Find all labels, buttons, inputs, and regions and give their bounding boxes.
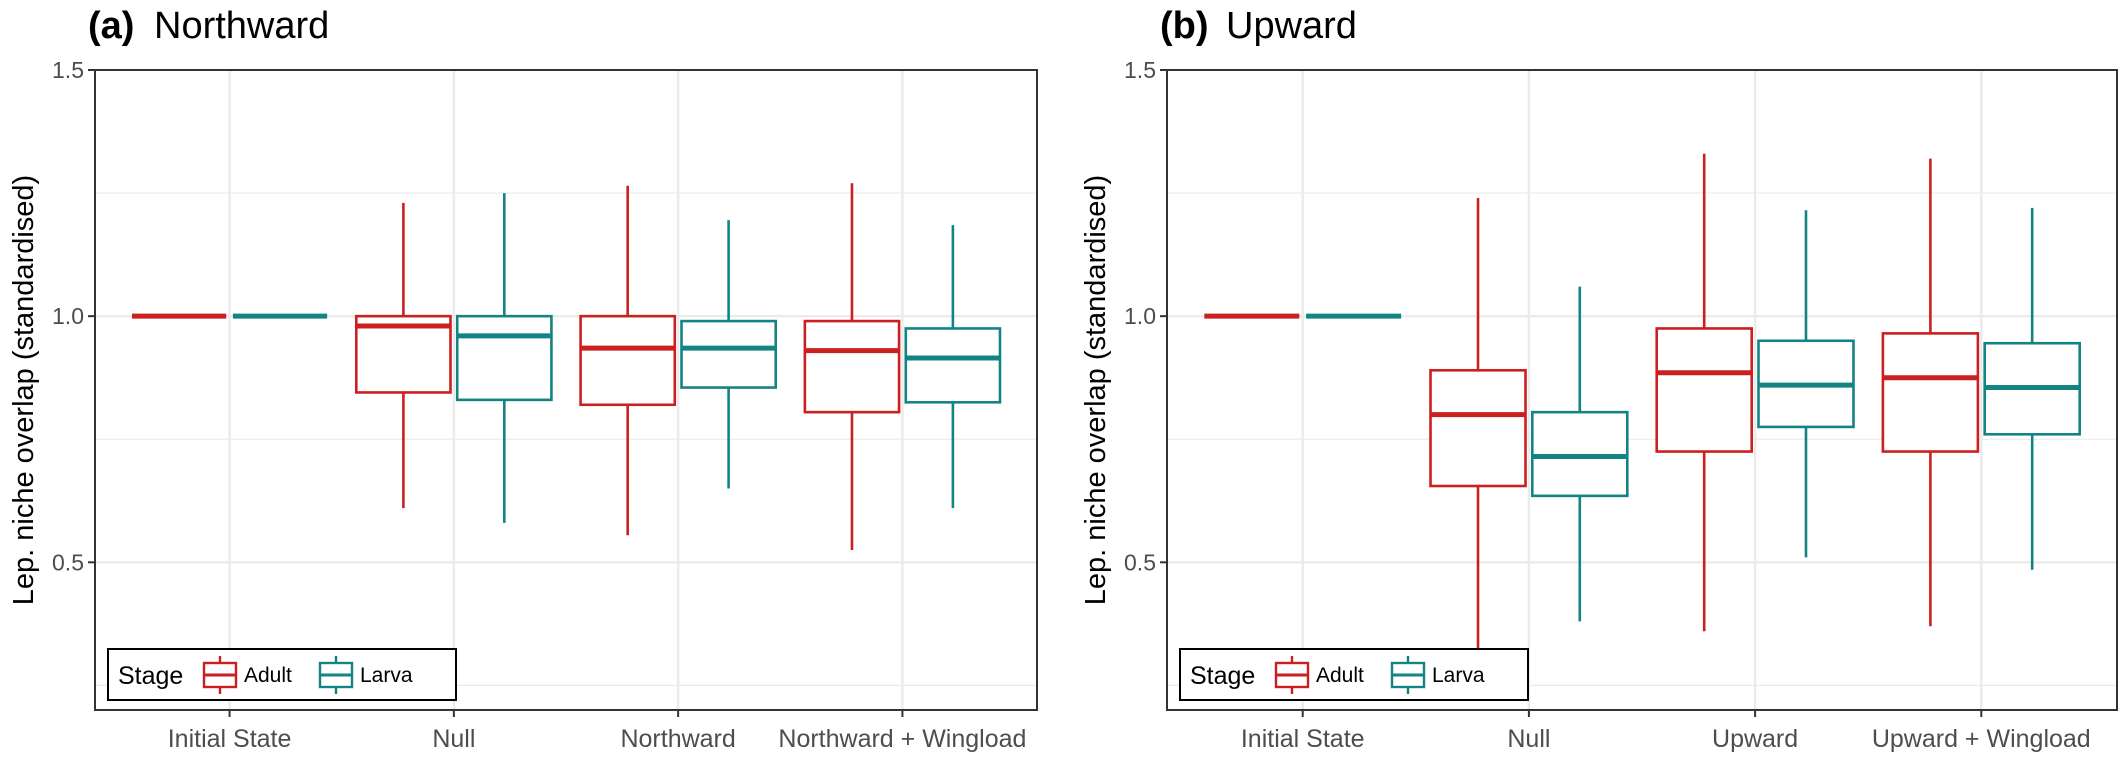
box-larva-1 (455, 193, 553, 523)
legend-title: Stage (1190, 662, 1255, 690)
y-tick-label: 0.5 (52, 549, 84, 575)
x-tick-label: Initial State (168, 725, 292, 753)
y-axis-label: Lep. niche overlap (standardised) (1080, 175, 1112, 605)
box-adult-1 (354, 202, 452, 509)
x-axis: Initial State Null Northward Northward + Wi… (168, 710, 1026, 753)
y-axis-label: Lep. niche overlap (standardised) (8, 175, 40, 605)
box-iqr (680, 319, 778, 389)
x-tick-label: Northward + Wingload (778, 725, 1026, 753)
legend-key-larva (1390, 656, 1426, 694)
box-adult-1 (1429, 198, 1527, 659)
panel-title-tag: (a) (88, 5, 134, 47)
box-adult-3 (803, 183, 901, 550)
series-larva (232, 193, 1002, 523)
legend: Stage Adult Larva (107, 648, 457, 701)
box-larva-2 (1757, 210, 1855, 558)
box-iqr (1655, 327, 1754, 453)
x-tick-label: Upward + Wingload (1872, 725, 2091, 753)
legend-key-adult (202, 656, 238, 694)
panel-title-tag: (b) (1160, 5, 1209, 47)
chart-panel-b: (b) Upward 0.5 1.0 1.5 Initial State Null Upwar… (1080, 5, 2118, 753)
x-tick-label: Null (432, 725, 475, 753)
legend-label-adult: Adult (244, 664, 292, 687)
legend-key-larva (318, 656, 354, 694)
box-adult-3 (1881, 158, 1980, 627)
series-adult (132, 183, 901, 550)
y-tick-label: 1.5 (52, 57, 84, 83)
series-adult (1204, 153, 1980, 659)
y-tick-label: 0.5 (1124, 549, 1156, 575)
legend-label-larva: Larva (360, 664, 413, 687)
box-iqr (455, 314, 553, 402)
legend-box (107, 648, 457, 701)
box-iqr (803, 319, 901, 414)
box-adult-2 (1655, 153, 1754, 632)
chart-panel-a: (a) Northward 0.5 1.0 1.5 Initial State Null No… (8, 5, 1038, 753)
series-larva (1306, 207, 2081, 622)
y-tick-label: 1.0 (52, 303, 84, 329)
box-iqr (1881, 332, 1980, 453)
box-larva-3 (1983, 207, 2081, 570)
legend-box (1179, 648, 1529, 701)
x-axis: Initial State Null Upward Upward + Wingload (1241, 710, 2091, 753)
box-larva-3 (904, 225, 1002, 509)
box-iqr (904, 327, 1002, 404)
panel-border (94, 69, 1038, 711)
x-tick-label: Northward (620, 725, 735, 753)
legend-label-larva: Larva (1432, 664, 1485, 687)
x-tick-label: Upward (1712, 725, 1798, 753)
x-tick-label: Null (1507, 725, 1550, 753)
legend-title: Stage (118, 662, 183, 690)
panel-title: Northward (154, 5, 329, 47)
legend-label-adult: Adult (1316, 664, 1364, 687)
box-adult-2 (579, 185, 677, 536)
box-larva-2 (680, 220, 778, 489)
y-axis: 0.5 1.0 1.5 (1124, 57, 1167, 575)
box-iqr (1429, 369, 1527, 488)
box-iqr (579, 314, 677, 407)
box-larva-1 (1530, 286, 1629, 622)
y-axis: 0.5 1.0 1.5 (52, 57, 95, 575)
y-tick-label: 1.5 (1124, 57, 1156, 83)
x-tick-label: Initial State (1241, 725, 1365, 753)
legend: Stage Adult Larva (1179, 648, 1529, 701)
panel-border (1166, 69, 2118, 711)
legend-key-adult (1274, 656, 1310, 694)
box-iqr (354, 314, 452, 394)
panel-title: Upward (1226, 5, 1357, 47)
gridlines (1167, 70, 2117, 710)
y-tick-label: 1.0 (1124, 303, 1156, 329)
